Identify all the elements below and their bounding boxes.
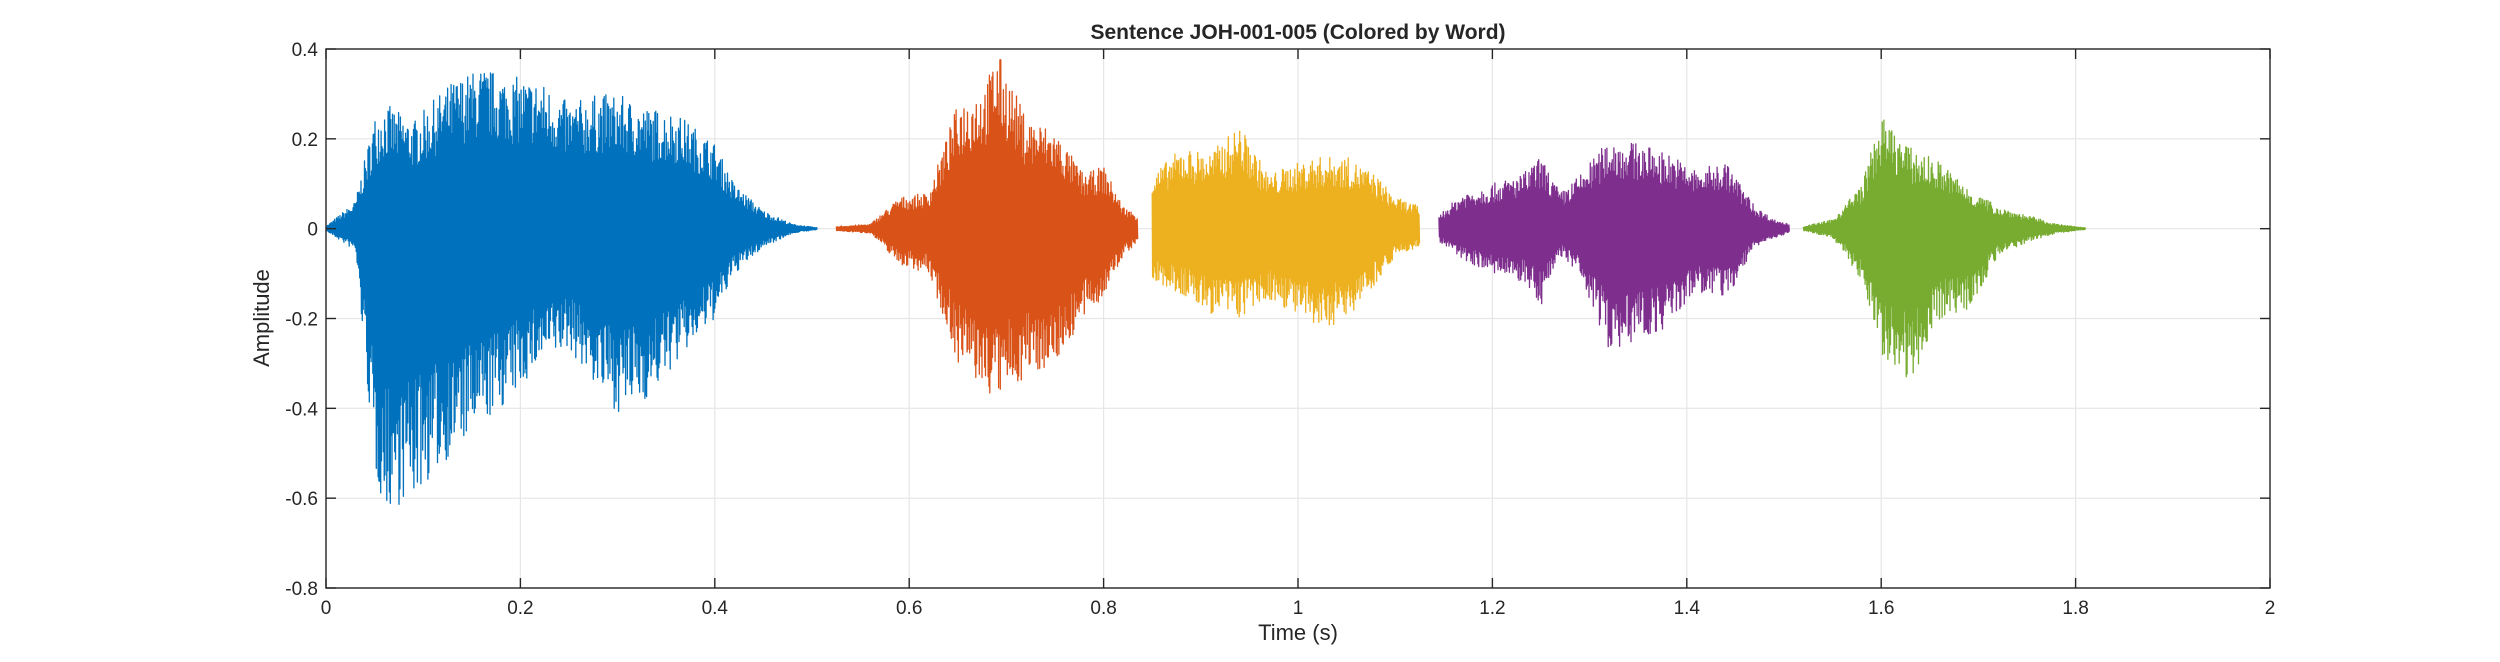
x-tick-label: 0 xyxy=(321,598,332,619)
x-tick-label: 1.4 xyxy=(1674,598,1701,619)
word-waveform-3 xyxy=(1151,130,1421,326)
x-tick-label: 0.4 xyxy=(702,598,729,619)
x-tick-label: 1.6 xyxy=(1868,598,1894,619)
y-tick-label: -0.4 xyxy=(285,399,318,420)
y-tick-label: 0.2 xyxy=(292,130,318,151)
word-waveform-2 xyxy=(835,59,1139,394)
word-waveform-1 xyxy=(325,72,818,505)
x-tick-label: 1.8 xyxy=(2062,598,2088,619)
y-tick-label: 0.4 xyxy=(292,40,319,61)
x-tick-label: 1 xyxy=(1293,598,1304,619)
x-tick-label: 2 xyxy=(2265,598,2276,619)
word-waveform-4 xyxy=(1438,142,1790,348)
y-tick-label: -0.2 xyxy=(285,310,318,331)
ticks: 0 0.2 0.4 0.6 0.8 1 1.2 1.4 1.6 1.8 2 -0.8 -0.6 -0.4 -… xyxy=(285,40,2275,619)
y-tick-label: -0.6 xyxy=(285,489,318,510)
series-group xyxy=(325,59,2087,505)
y-tick-label: 0 xyxy=(307,220,318,241)
y-axis-label: Amplitude xyxy=(249,269,274,367)
x-tick-label: 0.8 xyxy=(1090,598,1116,619)
y-tick-label: -0.8 xyxy=(285,579,318,600)
x-tick-label: 0.6 xyxy=(896,598,922,619)
word-waveform-5 xyxy=(1802,119,2087,378)
x-tick-label: 1.2 xyxy=(1479,598,1505,619)
chart-title: Sentence JOH-001-005 (Colored by Word) xyxy=(1090,21,1505,44)
x-axis-label: Time (s) xyxy=(1258,620,1338,645)
x-tick-label: 0.2 xyxy=(507,598,533,619)
